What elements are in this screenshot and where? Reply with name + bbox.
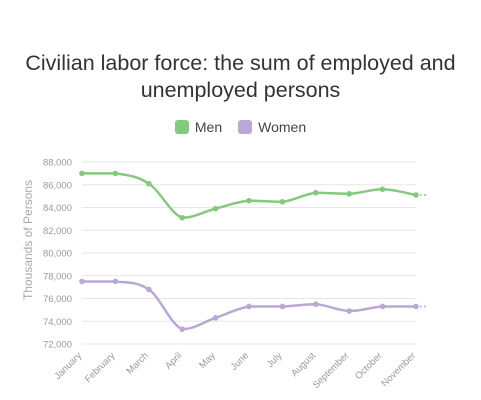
legend-item-women[interactable]: Women xyxy=(238,119,306,135)
data-point-men[interactable] xyxy=(246,197,252,204)
data-point-men[interactable] xyxy=(313,189,319,196)
data-point-women[interactable] xyxy=(279,303,286,310)
data-point-women[interactable] xyxy=(313,301,319,307)
x-tick-label: June xyxy=(229,350,251,372)
x-tick-label: March xyxy=(124,350,150,376)
x-tick-label: July xyxy=(265,350,285,370)
legend-swatch-men xyxy=(174,120,189,134)
legend: Men Women xyxy=(0,119,481,135)
series-men xyxy=(79,170,428,221)
data-point-women[interactable] xyxy=(179,326,185,333)
x-tick-label: August xyxy=(289,350,318,379)
data-point-men[interactable] xyxy=(379,186,386,193)
y-tick-label: 86,000 xyxy=(43,180,72,191)
y-tick-label: 74,000 xyxy=(43,317,72,328)
x-tick-label: January xyxy=(52,350,84,382)
legend-label-women: Women xyxy=(258,119,307,135)
x-tick-label: October xyxy=(353,350,385,382)
legend-item-men[interactable]: Men xyxy=(174,119,223,135)
chart-title-line-2: unemployed persons xyxy=(140,78,341,102)
data-point-women[interactable] xyxy=(79,278,85,285)
y-tick-label: 76,000 xyxy=(43,294,72,305)
x-tick-label: February xyxy=(83,350,118,385)
chart-title-line-1: Civilian labor force: the sum of employe… xyxy=(25,51,456,75)
data-point-men[interactable] xyxy=(413,192,419,198)
data-point-women[interactable] xyxy=(146,286,152,293)
data-point-men[interactable] xyxy=(79,170,85,177)
y-tick-label: 82,000 xyxy=(43,226,72,237)
data-point-men[interactable] xyxy=(179,214,185,221)
data-point-men[interactable] xyxy=(346,191,353,197)
y-tick-label: 84,000 xyxy=(43,203,72,214)
chart-title: Civilian labor force: the sum of employe… xyxy=(0,50,481,104)
x-tick-label: September xyxy=(311,350,352,391)
data-point-men[interactable] xyxy=(279,199,286,205)
data-point-women[interactable] xyxy=(379,303,386,310)
y-tick-label: 72,000 xyxy=(43,340,72,351)
data-point-women[interactable] xyxy=(413,303,419,310)
x-tick-label: November xyxy=(379,350,418,389)
data-point-men[interactable] xyxy=(112,170,119,177)
data-point-women[interactable] xyxy=(212,315,219,321)
y-tick-label: 78,000 xyxy=(43,271,72,282)
y-tick-label: 88,000 xyxy=(43,158,72,169)
grid xyxy=(82,161,416,345)
data-point-women[interactable] xyxy=(112,278,119,285)
series-layer xyxy=(79,170,428,333)
x-tick-label: April xyxy=(163,350,184,371)
legend-label-men: Men xyxy=(194,119,223,135)
series-women xyxy=(79,278,428,333)
data-point-men[interactable] xyxy=(212,205,219,212)
x-tick-label: May xyxy=(197,350,218,371)
data-point-men[interactable] xyxy=(146,180,152,187)
y-tick-label: 80,000 xyxy=(43,249,72,260)
series-line-men xyxy=(82,172,417,219)
y-axis-tick-labels: 72,000 74,000 76,000 78,000 80,000 82,000 84,0… xyxy=(43,158,72,351)
data-point-women[interactable] xyxy=(246,303,252,310)
y-axis-title: Thousands of Persons xyxy=(21,180,35,300)
data-point-women[interactable] xyxy=(346,308,353,314)
legend-swatch-women xyxy=(238,120,253,134)
